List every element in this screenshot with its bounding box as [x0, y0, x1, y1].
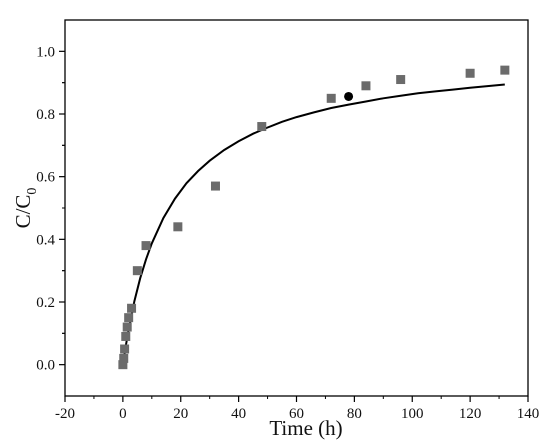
y-tick-label: 0.6: [36, 170, 55, 186]
data-point-square: [120, 344, 130, 354]
data-point-square: [132, 266, 142, 276]
data-point-square: [118, 360, 128, 370]
data-point-square: [121, 331, 131, 341]
y-tick-label: 0.4: [36, 232, 55, 248]
y-tick-label: 1.0: [36, 44, 55, 60]
x-tick-label: 140: [517, 406, 540, 422]
data-point-square: [124, 313, 134, 323]
x-tick-label: 80: [347, 406, 362, 422]
y-axis-title-main: C/C: [11, 195, 35, 229]
y-axis-tick-labels: 0.0 0.2 0.4 0.6 0.8 1.0: [36, 44, 55, 373]
x-tick-label: 0: [119, 406, 127, 422]
data-point-square: [257, 122, 267, 132]
series-layer: [118, 65, 510, 370]
data-point-square: [173, 222, 183, 232]
plot-frame: [64, 19, 529, 397]
data-point-square: [326, 93, 336, 103]
data-point-square: [396, 75, 406, 85]
data-point-square: [500, 65, 510, 75]
x-axis-ticks: [64, 396, 529, 402]
data-point-square: [465, 68, 475, 78]
highlight-point-circle: [344, 91, 354, 101]
x-axis-tick-labels: -20 0 20 40 60 80 100 120 140: [55, 406, 539, 422]
x-tick-label: 40: [231, 406, 246, 422]
y-tick-label: 0.8: [36, 107, 55, 123]
x-axis-title: Time (h): [269, 416, 342, 440]
data-point-square: [127, 303, 137, 313]
x-tick-label: 100: [401, 406, 424, 422]
x-tick-label: 120: [459, 406, 482, 422]
x-tick-label: 20: [173, 406, 188, 422]
y-axis-title-subscript: 0: [25, 188, 40, 195]
data-point-square: [361, 81, 371, 91]
y-tick-label: 0.0: [36, 358, 55, 374]
data-point-square: [141, 241, 151, 251]
x-tick-label: 60: [289, 406, 304, 422]
y-axis-title: C/C0: [11, 188, 40, 229]
y-axis-ticks: [59, 50, 65, 366]
y-tick-label: 0.2: [36, 295, 55, 311]
data-point-square: [122, 322, 132, 332]
data-point-square: [119, 353, 129, 363]
x-tick-label: -20: [55, 406, 75, 422]
data-point-square: [210, 181, 220, 191]
